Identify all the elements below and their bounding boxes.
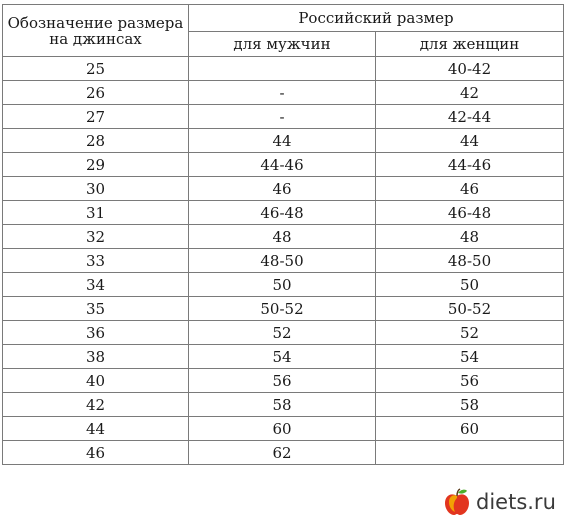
cell-men-size: 48 xyxy=(188,224,376,249)
cell-women-size: 44 xyxy=(375,128,564,153)
cell-jeans-size: 30 xyxy=(2,176,189,201)
cell-women-size: 46 xyxy=(375,176,564,201)
cell-men-size: 60 xyxy=(188,416,376,441)
cell-jeans-size: 36 xyxy=(2,320,189,345)
watermark-text: diets.ru xyxy=(476,490,556,514)
cell-men-size: 44 xyxy=(188,128,376,153)
cell-women-size: 50-52 xyxy=(375,296,564,321)
size-table: Обозначение размера на джинсах Российски… xyxy=(2,4,564,465)
cell-women-size: 42 xyxy=(375,80,564,105)
cell-women-size: 52 xyxy=(375,320,564,345)
cell-men-size: - xyxy=(188,80,376,105)
diets-watermark: diets.ru xyxy=(442,486,556,518)
cell-women-size: 42-44 xyxy=(375,104,564,129)
cell-jeans-size: 33 xyxy=(2,248,189,273)
table-row: 33 48-50 48-50 xyxy=(2,248,564,273)
cell-men-size: 44-46 xyxy=(188,152,376,177)
cell-women-size: 58 xyxy=(375,392,564,417)
cell-women-size: 54 xyxy=(375,344,564,369)
table-row: 42 58 58 xyxy=(2,392,564,417)
table-row: 32 48 48 xyxy=(2,224,564,249)
cell-men-size: 56 xyxy=(188,368,376,393)
header-men: для мужчин xyxy=(188,31,376,57)
table-row: 46 62 xyxy=(2,440,564,465)
table-row: 27-42-44 xyxy=(2,104,564,129)
cell-men-size: 54 xyxy=(188,344,376,369)
cell-men-size: 52 xyxy=(188,320,376,345)
cell-jeans-size: 29 xyxy=(2,152,189,177)
cell-women-size: 46-48 xyxy=(375,200,564,225)
cell-men-size: - xyxy=(188,104,376,129)
cell-jeans-size: 28 xyxy=(2,128,189,153)
cell-men-size xyxy=(188,56,376,81)
cell-jeans-size: 25 xyxy=(2,56,189,81)
apple-icon xyxy=(445,488,469,515)
table-row: 25 40-42 xyxy=(2,56,564,81)
cell-women-size: 50 xyxy=(375,272,564,297)
table-row: 35 50-52 50-52 xyxy=(2,296,564,321)
table-row: 40 56 56 xyxy=(2,368,564,393)
table-row: 34 50 50 xyxy=(2,272,564,297)
cell-men-size: 58 xyxy=(188,392,376,417)
cell-women-size: 48-50 xyxy=(375,248,564,273)
header-russian-size: Российский размер xyxy=(188,4,564,32)
table-row: 29 44-46 44-46 xyxy=(2,152,564,177)
cell-women-size: 44-46 xyxy=(375,152,564,177)
header-jeans-size: Обозначение размера на джинсах xyxy=(2,4,189,57)
cell-men-size: 50 xyxy=(188,272,376,297)
table-row: 30 46 46 xyxy=(2,176,564,201)
cell-jeans-size: 44 xyxy=(2,416,189,441)
table-row: 44 60 60 xyxy=(2,416,564,441)
cell-men-size: 46 xyxy=(188,176,376,201)
cell-jeans-size: 31 xyxy=(2,200,189,225)
cell-jeans-size: 40 xyxy=(2,368,189,393)
cell-women-size: 60 xyxy=(375,416,564,441)
cell-jeans-size: 42 xyxy=(2,392,189,417)
cell-women-size: 56 xyxy=(375,368,564,393)
header-women: для женщин xyxy=(375,31,564,57)
cell-men-size: 50-52 xyxy=(188,296,376,321)
cell-jeans-size: 26 xyxy=(2,80,189,105)
cell-men-size: 48-50 xyxy=(188,248,376,273)
cell-jeans-size: 46 xyxy=(2,440,189,465)
cell-jeans-size: 35 xyxy=(2,296,189,321)
cell-women-size xyxy=(375,440,564,465)
cell-men-size: 62 xyxy=(188,440,376,465)
table-row: 38 54 54 xyxy=(2,344,564,369)
cell-jeans-size: 32 xyxy=(2,224,189,249)
table-row: 31 46-48 46-48 xyxy=(2,200,564,225)
table-body: 25 40-42 26-42 27-42-44 28 44 44 29 44-46 44-46 30… xyxy=(2,56,564,465)
cell-women-size: 40-42 xyxy=(375,56,564,81)
table-row: 26-42 xyxy=(2,80,564,105)
cell-jeans-size: 34 xyxy=(2,272,189,297)
cell-women-size: 48 xyxy=(375,224,564,249)
cell-jeans-size: 27 xyxy=(2,104,189,129)
cell-jeans-size: 38 xyxy=(2,344,189,369)
table-row: 36 52 52 xyxy=(2,320,564,345)
cell-men-size: 46-48 xyxy=(188,200,376,225)
table-row: 28 44 44 xyxy=(2,128,564,153)
